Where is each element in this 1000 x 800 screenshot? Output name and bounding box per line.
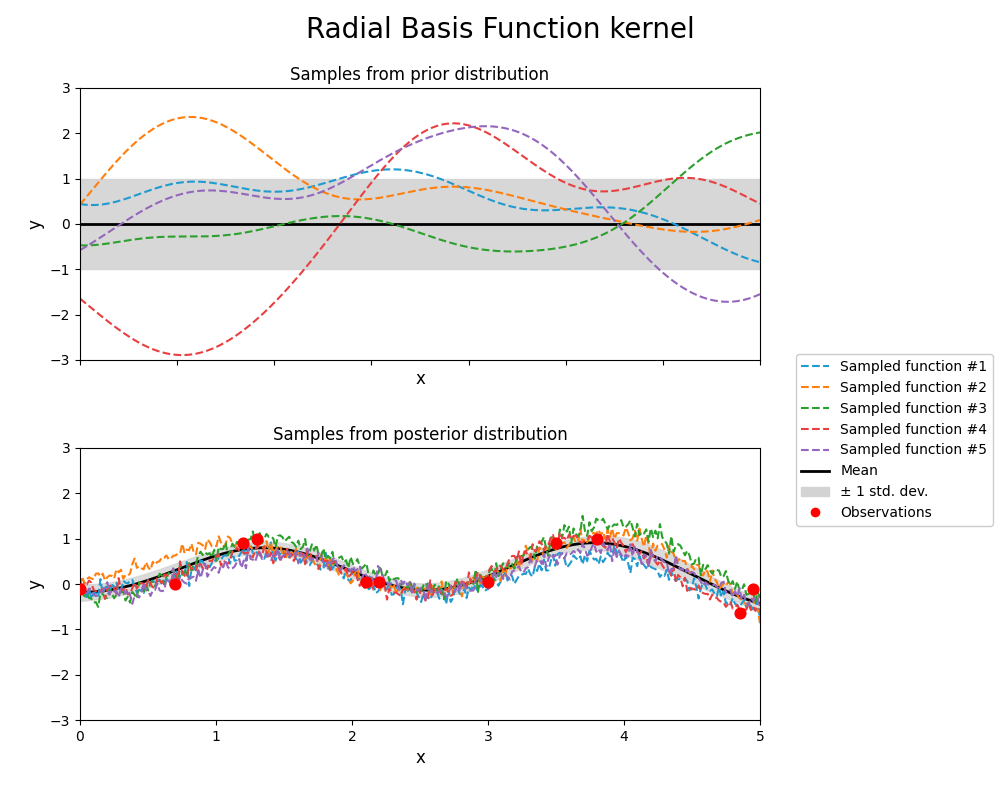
Point xyxy=(745,582,761,595)
Point xyxy=(589,532,605,545)
Point xyxy=(72,582,88,595)
X-axis label: x: x xyxy=(415,370,425,389)
Point xyxy=(480,575,496,588)
X-axis label: x: x xyxy=(415,750,425,767)
Title: Samples from prior distribution: Samples from prior distribution xyxy=(290,66,550,84)
Y-axis label: y: y xyxy=(26,579,44,589)
Legend: Sampled function #1, Sampled function #2, Sampled function #3, Sampled function : Sampled function #1, Sampled function #2… xyxy=(796,354,993,526)
Point xyxy=(249,532,265,545)
Point xyxy=(167,578,183,590)
Point xyxy=(371,575,387,588)
Point xyxy=(548,537,564,550)
Text: Radial Basis Function kernel: Radial Basis Function kernel xyxy=(306,16,694,44)
Title: Samples from posterior distribution: Samples from posterior distribution xyxy=(273,426,567,444)
Point xyxy=(732,607,748,620)
Point xyxy=(235,537,251,550)
Point xyxy=(358,575,374,588)
Y-axis label: y: y xyxy=(26,219,44,229)
